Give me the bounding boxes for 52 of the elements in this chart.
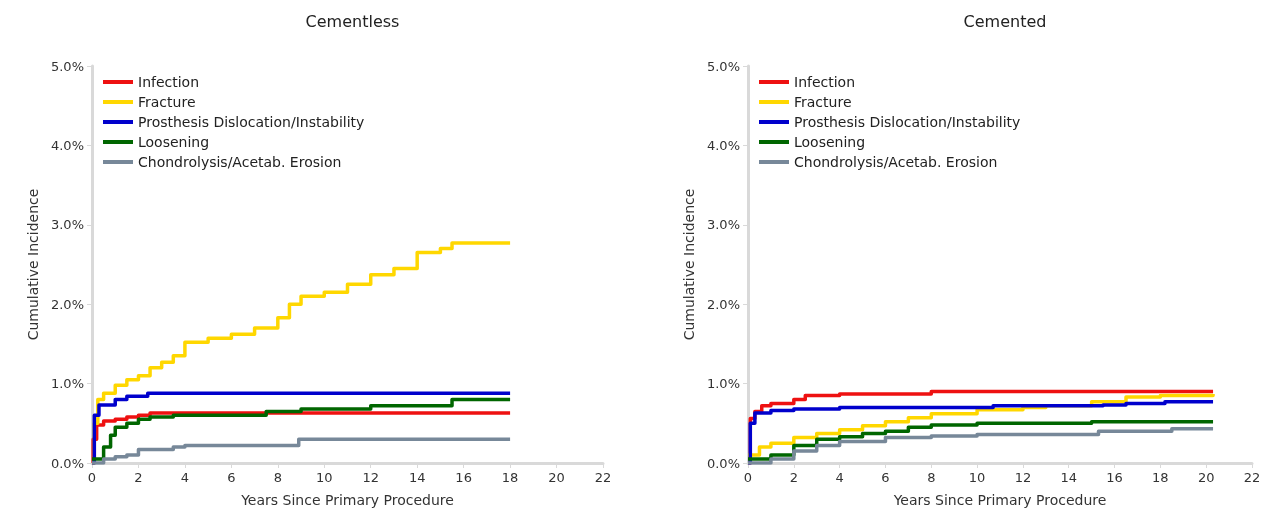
x-tick-label: 22 — [594, 470, 612, 485]
y-tick-label: 4.0% — [706, 137, 740, 153]
legend-label: Infection — [138, 74, 200, 90]
x-tick-label: 12 — [362, 470, 379, 485]
x-tick-label: 10 — [316, 470, 333, 485]
y-tick-label: 3.0% — [706, 217, 740, 233]
y-tick-label: 2.0% — [50, 296, 84, 312]
y-tick-label: 3.0% — [50, 217, 84, 233]
x-axis-title: Years Since Primary Procedure — [892, 492, 1107, 508]
legend-label: Loosening — [794, 134, 866, 150]
legend-label: Infection — [794, 74, 856, 90]
x-tick-label: 20 — [548, 470, 565, 485]
x-tick-label: 16 — [1106, 470, 1123, 485]
x-tick-label: 14 — [408, 470, 426, 485]
legend-label: Loosening — [138, 134, 210, 150]
x-tick-label: 0 — [743, 470, 753, 485]
y-axis-title: Cumulative Incidence — [681, 188, 697, 341]
y-tick-label: 1.0% — [50, 376, 84, 392]
legend-label: Fracture — [794, 94, 852, 110]
x-tick-label: 14 — [1060, 470, 1077, 485]
x-tick-label: 4 — [180, 470, 190, 485]
x-tick-label: 8 — [273, 470, 282, 485]
y-tick-label: 5.0% — [706, 58, 740, 74]
y-tick-label: 1.0% — [706, 376, 740, 392]
x-tick-label: 0 — [87, 470, 97, 485]
chart-title: Cemented — [963, 11, 1047, 31]
x-tick-label: 16 — [455, 470, 472, 485]
x-tick-label: 4 — [835, 470, 844, 485]
x-tick-label: 6 — [881, 470, 890, 485]
legend-label: Chondrolysis/Acetab. Erosion — [138, 154, 342, 170]
x-tick-label: 18 — [501, 470, 519, 485]
y-tick-label: 0.0% — [50, 455, 84, 471]
y-tick-label: 4.0% — [50, 137, 84, 153]
y-tick-label: 0.0% — [706, 455, 740, 471]
chart-title: Cementless — [305, 11, 400, 31]
x-tick-label: 2 — [134, 470, 143, 485]
x-tick-label: 8 — [927, 470, 936, 485]
x-tick-label: 22 — [1243, 470, 1261, 485]
legend-label: Chondrolysis/Acetab. Erosion — [794, 154, 998, 170]
y-axis-title: Cumulative Incidence — [25, 188, 41, 341]
x-tick-label: 12 — [1014, 470, 1032, 485]
x-tick-label: 2 — [789, 470, 798, 485]
x-tick-label: 10 — [968, 470, 986, 485]
x-tick-label: 20 — [1197, 470, 1215, 485]
y-tick-label: 5.0% — [50, 58, 84, 74]
legend-label: Fracture — [138, 94, 196, 110]
y-tick-label: 2.0% — [706, 296, 740, 312]
legend-label: Prosthesis Dislocation/Instability — [138, 114, 365, 130]
legend-label: Prosthesis Dislocation/Instability — [794, 114, 1021, 130]
x-tick-label: 6 — [227, 470, 236, 485]
x-tick-label: 18 — [1152, 470, 1169, 485]
x-axis-title: Years Since Primary Procedure — [240, 492, 454, 508]
